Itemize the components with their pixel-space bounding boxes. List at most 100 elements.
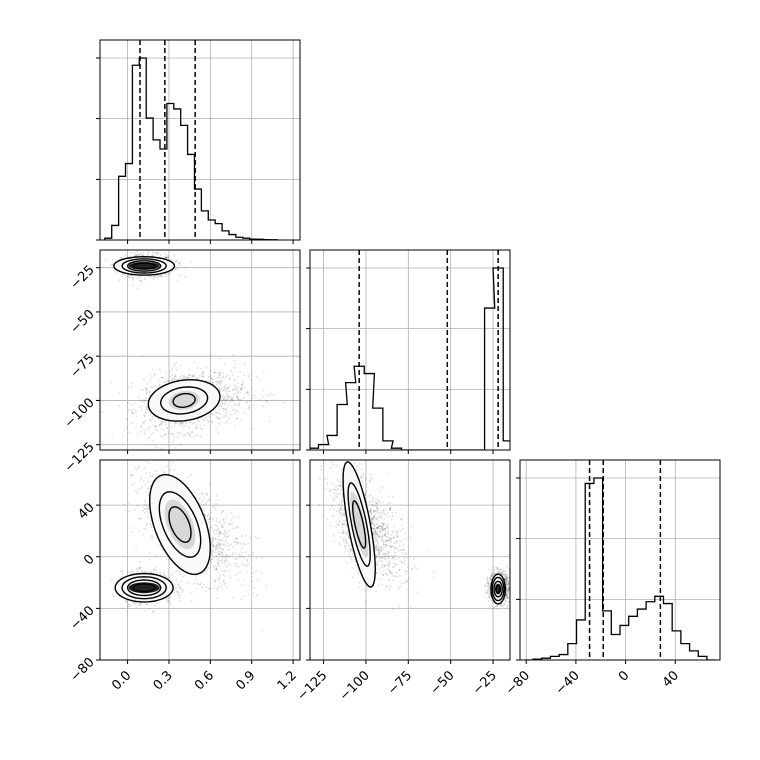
scatter-point xyxy=(184,434,187,437)
scatter-point xyxy=(133,482,136,485)
scatter-point xyxy=(212,506,215,508)
scatter-point xyxy=(361,479,363,482)
scatter-point xyxy=(175,421,177,424)
scatter-point xyxy=(123,429,125,432)
scatter-point xyxy=(336,485,339,487)
scatter-point xyxy=(138,466,140,469)
scatter-point xyxy=(398,588,400,590)
scatter-point xyxy=(215,546,218,548)
scatter-point xyxy=(223,522,225,524)
scatter-point xyxy=(213,368,216,371)
contour-line xyxy=(121,576,167,600)
scatter-point xyxy=(164,381,167,383)
scatter-point xyxy=(215,517,218,520)
scatter-point xyxy=(380,531,382,534)
contour-line xyxy=(172,392,196,409)
scatter-point xyxy=(176,378,179,381)
scatter-point xyxy=(218,381,221,383)
scatter-point xyxy=(217,530,220,533)
scatter-point xyxy=(144,415,146,418)
scatter-point xyxy=(218,564,221,567)
scatter-point xyxy=(405,580,408,582)
scatter-point xyxy=(403,549,406,551)
scatter-point xyxy=(183,375,186,378)
scatter-point xyxy=(239,399,242,402)
scatter-point xyxy=(174,583,177,586)
scatter-point xyxy=(221,416,224,419)
scatter-point xyxy=(224,403,227,406)
scatter-point xyxy=(215,380,218,383)
scatter-point xyxy=(234,366,236,369)
scatter-point xyxy=(132,601,135,604)
scatter-point xyxy=(359,462,361,465)
scatter-point xyxy=(210,542,213,545)
scatter-point xyxy=(164,575,167,578)
scatter-point xyxy=(150,386,152,389)
scatter-point xyxy=(145,603,148,606)
contour-line xyxy=(148,473,212,576)
scatter-point xyxy=(154,425,157,428)
scatter-point xyxy=(392,579,395,581)
scatter-point xyxy=(239,371,242,374)
scatter-point xyxy=(340,505,343,507)
scatter-point xyxy=(152,572,155,574)
scatter-point xyxy=(348,545,350,547)
scatter-point xyxy=(214,549,217,551)
scatter-point xyxy=(236,396,239,399)
scatter-point xyxy=(164,420,167,423)
scatter-point xyxy=(165,558,168,561)
scatter-point xyxy=(160,423,162,426)
scatter-point xyxy=(189,435,192,438)
scatter-point xyxy=(214,410,217,412)
scatter-point xyxy=(373,515,375,518)
scatter-point xyxy=(182,434,185,437)
hist-bin xyxy=(646,602,655,660)
scatter-point xyxy=(395,512,397,514)
scatter-point xyxy=(131,412,134,414)
scatter-point xyxy=(229,554,232,557)
scatter-point xyxy=(193,375,196,378)
scatter-point xyxy=(240,571,243,574)
scatter-point xyxy=(197,583,200,586)
scatter-point xyxy=(223,389,225,392)
scatter-point xyxy=(216,543,219,546)
scatter-point xyxy=(243,543,245,546)
scatter-point xyxy=(347,534,349,536)
scatter-point xyxy=(149,418,152,421)
scatter-point xyxy=(394,551,397,554)
scatter-point xyxy=(212,536,214,539)
scatter-point xyxy=(138,253,141,255)
scatter-point xyxy=(211,550,214,553)
scatter-point xyxy=(147,254,150,256)
scatter-point xyxy=(145,389,148,391)
scatter-point xyxy=(146,383,149,385)
scatter-point xyxy=(206,500,209,503)
scatter-point xyxy=(389,509,392,511)
scatter-point xyxy=(210,353,213,356)
scatter-point xyxy=(246,401,249,403)
scatter-point xyxy=(166,599,169,602)
scatter-point xyxy=(241,380,244,383)
scatter-point xyxy=(225,386,228,389)
scatter-point xyxy=(162,420,164,423)
scatter-point xyxy=(148,390,151,393)
scatter-point xyxy=(138,451,140,453)
scatter-point xyxy=(225,399,228,401)
scatter-point xyxy=(175,578,178,581)
scatter-point xyxy=(131,274,134,277)
scatter-point xyxy=(207,518,210,520)
scatter-point xyxy=(146,522,148,525)
scatter-point xyxy=(235,526,238,529)
scatter-point xyxy=(215,494,218,497)
scatter-point xyxy=(220,545,222,547)
scatter-point xyxy=(144,508,147,510)
scatter-point xyxy=(173,378,176,381)
scatter-point xyxy=(222,543,225,545)
scatter-point xyxy=(432,570,435,573)
scatter-point xyxy=(384,529,386,532)
scatter-point xyxy=(377,548,380,550)
scatter-point xyxy=(222,570,225,573)
scatter-point xyxy=(131,386,133,388)
hist-bin xyxy=(167,104,174,241)
scatter-point xyxy=(128,501,131,504)
